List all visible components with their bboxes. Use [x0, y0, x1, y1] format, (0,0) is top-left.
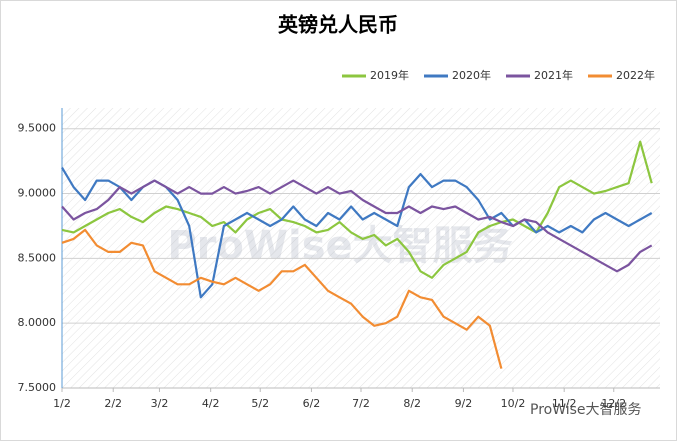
y-tick-label: 7.5000 [18, 381, 57, 394]
x-tick-label: 6/2 [303, 397, 321, 410]
x-tick-label: 7/2 [352, 397, 370, 410]
legend-label: 2019年 [370, 68, 409, 82]
chart-title: 英镑兑人民币 [278, 13, 398, 37]
y-tick-label: 8.0000 [18, 316, 57, 329]
plot-area [62, 108, 660, 388]
series-line [61, 140, 653, 279]
x-tick-label: 12/2 [601, 397, 626, 410]
legend-label: 2021年 [534, 68, 573, 82]
legend-label: 2022年 [616, 68, 655, 82]
x-tick-label: 1/2 [53, 397, 71, 410]
legend-label: 2020年 [452, 68, 491, 82]
x-tick-label: 8/2 [403, 397, 421, 410]
y-tick-label: 9.0000 [18, 187, 57, 200]
series-line [61, 179, 653, 273]
watermark-center: ProWise大智服务 [167, 223, 512, 269]
x-tick-label: 4/2 [202, 397, 220, 410]
x-tick-label: 5/2 [251, 397, 269, 410]
watermark: ProWise大智服务 [530, 402, 642, 418]
x-tick-label: 2/2 [104, 397, 122, 410]
y-tick-label: 9.5000 [18, 122, 57, 135]
series-line [61, 228, 503, 369]
x-tick-label: 3/2 [151, 397, 169, 410]
x-tick-label: 10/2 [501, 397, 526, 410]
x-tick-label: 9/2 [455, 397, 473, 410]
y-tick-label: 8.5000 [18, 251, 57, 264]
x-tick-label: 11/2 [552, 397, 577, 410]
